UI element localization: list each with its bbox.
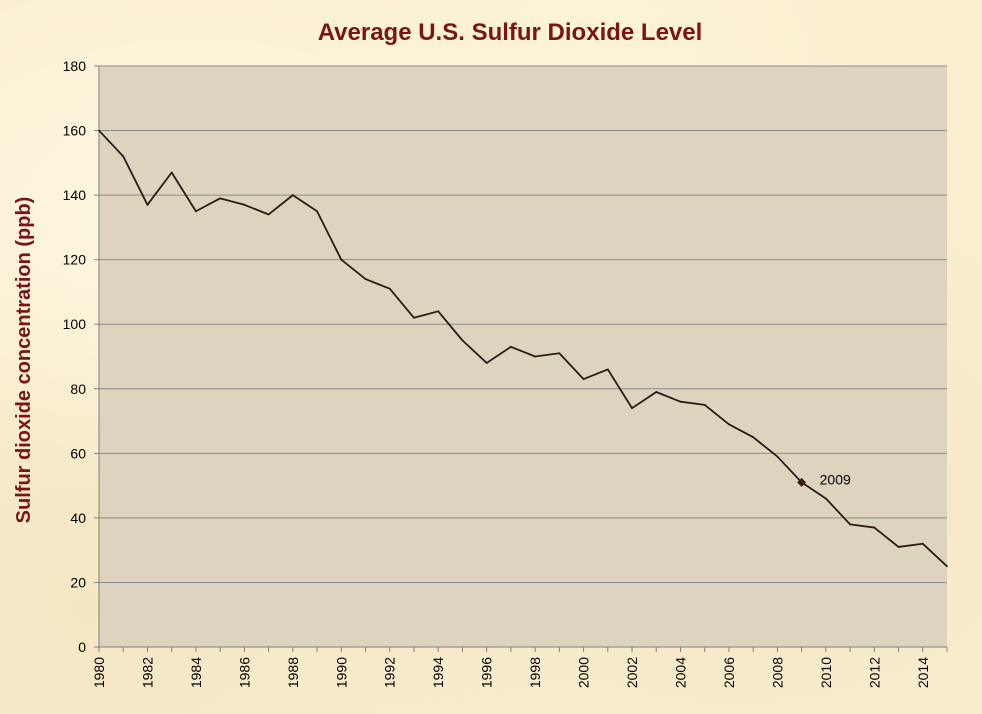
series-segment-2008 [776, 455, 803, 484]
series-segment-1996 [485, 345, 512, 364]
x-tick-label-2010: 2010 [818, 657, 834, 688]
series-segment-1980 [98, 129, 125, 158]
series-segment-2011 [849, 523, 876, 529]
series-segment-1987 [267, 194, 294, 216]
series-segment-2001 [606, 368, 633, 410]
series-segment-2002 [631, 391, 658, 410]
x-tick-label-1992: 1992 [382, 657, 398, 688]
y-tick-label-60: 60 [70, 445, 86, 461]
series-segment-1991 [364, 278, 391, 290]
series-segment-1997 [509, 345, 537, 358]
x-tick-label-2000: 2000 [576, 657, 592, 688]
y-tick-label-0: 0 [78, 639, 86, 655]
series-segment-1992 [388, 287, 415, 319]
y-axis-title: Sulfur dioxide concentration (ppb) [13, 197, 35, 524]
series-segment-1983 [170, 171, 197, 213]
chart-title: Average U.S. Sulfur Dioxide Level [318, 19, 703, 46]
y-tick-label-100: 100 [63, 316, 87, 332]
series-segment-2007 [752, 436, 779, 458]
y-tick-label-120: 120 [63, 252, 87, 268]
series-segment-1994 [437, 310, 464, 342]
y-tick-label-140: 140 [63, 187, 87, 203]
series-segment-1985 [219, 197, 246, 206]
series-segment-1989 [316, 210, 343, 261]
series-segment-1990 [340, 258, 367, 280]
x-tick-label-2002: 2002 [624, 657, 640, 688]
series-segment-2004 [679, 400, 706, 406]
y-tick-label-80: 80 [70, 381, 86, 397]
series-segment-2010 [824, 497, 851, 526]
x-tick-label-1980: 1980 [91, 657, 107, 688]
x-tick-label-1984: 1984 [188, 657, 204, 688]
annotation-marker-2009 [797, 477, 807, 487]
series-segment-1984 [195, 197, 222, 213]
x-tick-label-2004: 2004 [672, 657, 688, 688]
plot-area: 0 20 40 60 80 100 120 140 160 180 1980 1982 1984 1986… [63, 58, 948, 688]
x-tick-label-1998: 1998 [527, 657, 543, 688]
x-tick-label-2012: 2012 [866, 657, 882, 688]
series-segment-2009 [800, 481, 827, 500]
annotation-label-2009: 2009 [820, 471, 851, 487]
x-tick-label-1996: 1996 [479, 657, 495, 688]
x-tick-label-2014: 2014 [915, 657, 931, 688]
series-segment-1993 [413, 310, 440, 319]
y-tick-label-160: 160 [63, 123, 87, 139]
y-tick-label-20: 20 [70, 574, 86, 590]
series-segment-2005 [703, 404, 730, 426]
plot-background [99, 66, 947, 647]
series-segment-2012 [873, 526, 900, 548]
x-tick-label-2008: 2008 [769, 657, 785, 688]
series-segment-2014 [921, 542, 948, 568]
series-segment-2013 [897, 542, 924, 548]
series-segment-1998 [534, 352, 561, 358]
series-segment-2000 [582, 368, 609, 380]
series-segment-1982 [146, 171, 173, 206]
x-tick-label-1986: 1986 [236, 657, 252, 688]
y-tick-label-180: 180 [63, 58, 87, 74]
x-tick-label-1994: 1994 [430, 657, 446, 688]
series-segment-1986 [243, 203, 270, 216]
series-segment-1981 [122, 155, 149, 206]
x-tick-label-1990: 1990 [333, 657, 349, 688]
x-tick-label-1982: 1982 [139, 657, 155, 688]
series-segment-1988 [291, 194, 318, 213]
series-segment-1995 [461, 339, 488, 364]
series-segment-2006 [728, 423, 755, 439]
x-tick-label-2006: 2006 [721, 657, 737, 688]
x-tick-label-1988: 1988 [285, 657, 301, 688]
y-tick-label-40: 40 [70, 510, 86, 526]
series-segment-2003 [655, 391, 682, 403]
series-segment-1999 [558, 352, 585, 380]
